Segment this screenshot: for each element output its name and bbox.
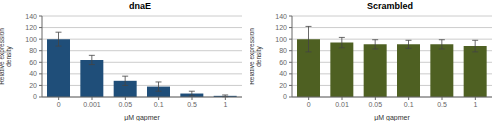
- svg-text:0.05: 0.05: [119, 101, 133, 108]
- svg-text:0.1: 0.1: [154, 101, 164, 108]
- svg-text:Relative expressiondensity: Relative expressiondensity: [250, 28, 263, 85]
- svg-text:20: 20: [29, 82, 37, 89]
- svg-text:0.001: 0.001: [83, 101, 101, 108]
- svg-text:0: 0: [33, 93, 37, 100]
- svg-text:0: 0: [283, 93, 287, 100]
- svg-text:μM gapmer: μM gapmer: [374, 114, 410, 121]
- svg-text:20: 20: [279, 82, 287, 89]
- svg-text:0.5: 0.5: [437, 101, 447, 108]
- svg-text:80: 80: [29, 47, 37, 54]
- svg-text:μM gapmer: μM gapmer: [124, 114, 160, 121]
- svg-text:80: 80: [279, 47, 287, 54]
- html-text:dnaE: dnaE: [129, 1, 151, 11]
- svg-text:60: 60: [279, 59, 287, 66]
- svg-text:Relative expressiondensity: Relative expressiondensity: [8, 28, 13, 85]
- svg-text:120: 120: [25, 24, 37, 31]
- svg-text:0.01: 0.01: [335, 101, 349, 108]
- svg-text:0.5: 0.5: [187, 101, 197, 108]
- svg-text:1: 1: [473, 101, 477, 108]
- svg-text:100: 100: [25, 36, 37, 43]
- svg-text:140: 140: [275, 13, 287, 19]
- svg-text:0: 0: [57, 101, 61, 108]
- svg-text:0.1: 0.1: [404, 101, 414, 108]
- svg-text:0: 0: [307, 101, 311, 108]
- svg-text:100: 100: [275, 36, 287, 43]
- svg-text:120: 120: [275, 24, 287, 31]
- html-text:Scrambled: Scrambled: [367, 1, 413, 11]
- svg-text:60: 60: [29, 59, 37, 66]
- svg-text:1: 1: [223, 101, 227, 108]
- svg-text:0.05: 0.05: [369, 101, 383, 108]
- svg-text:140: 140: [25, 13, 37, 19]
- svg-text:40: 40: [279, 70, 287, 77]
- svg-text:40: 40: [29, 70, 37, 77]
